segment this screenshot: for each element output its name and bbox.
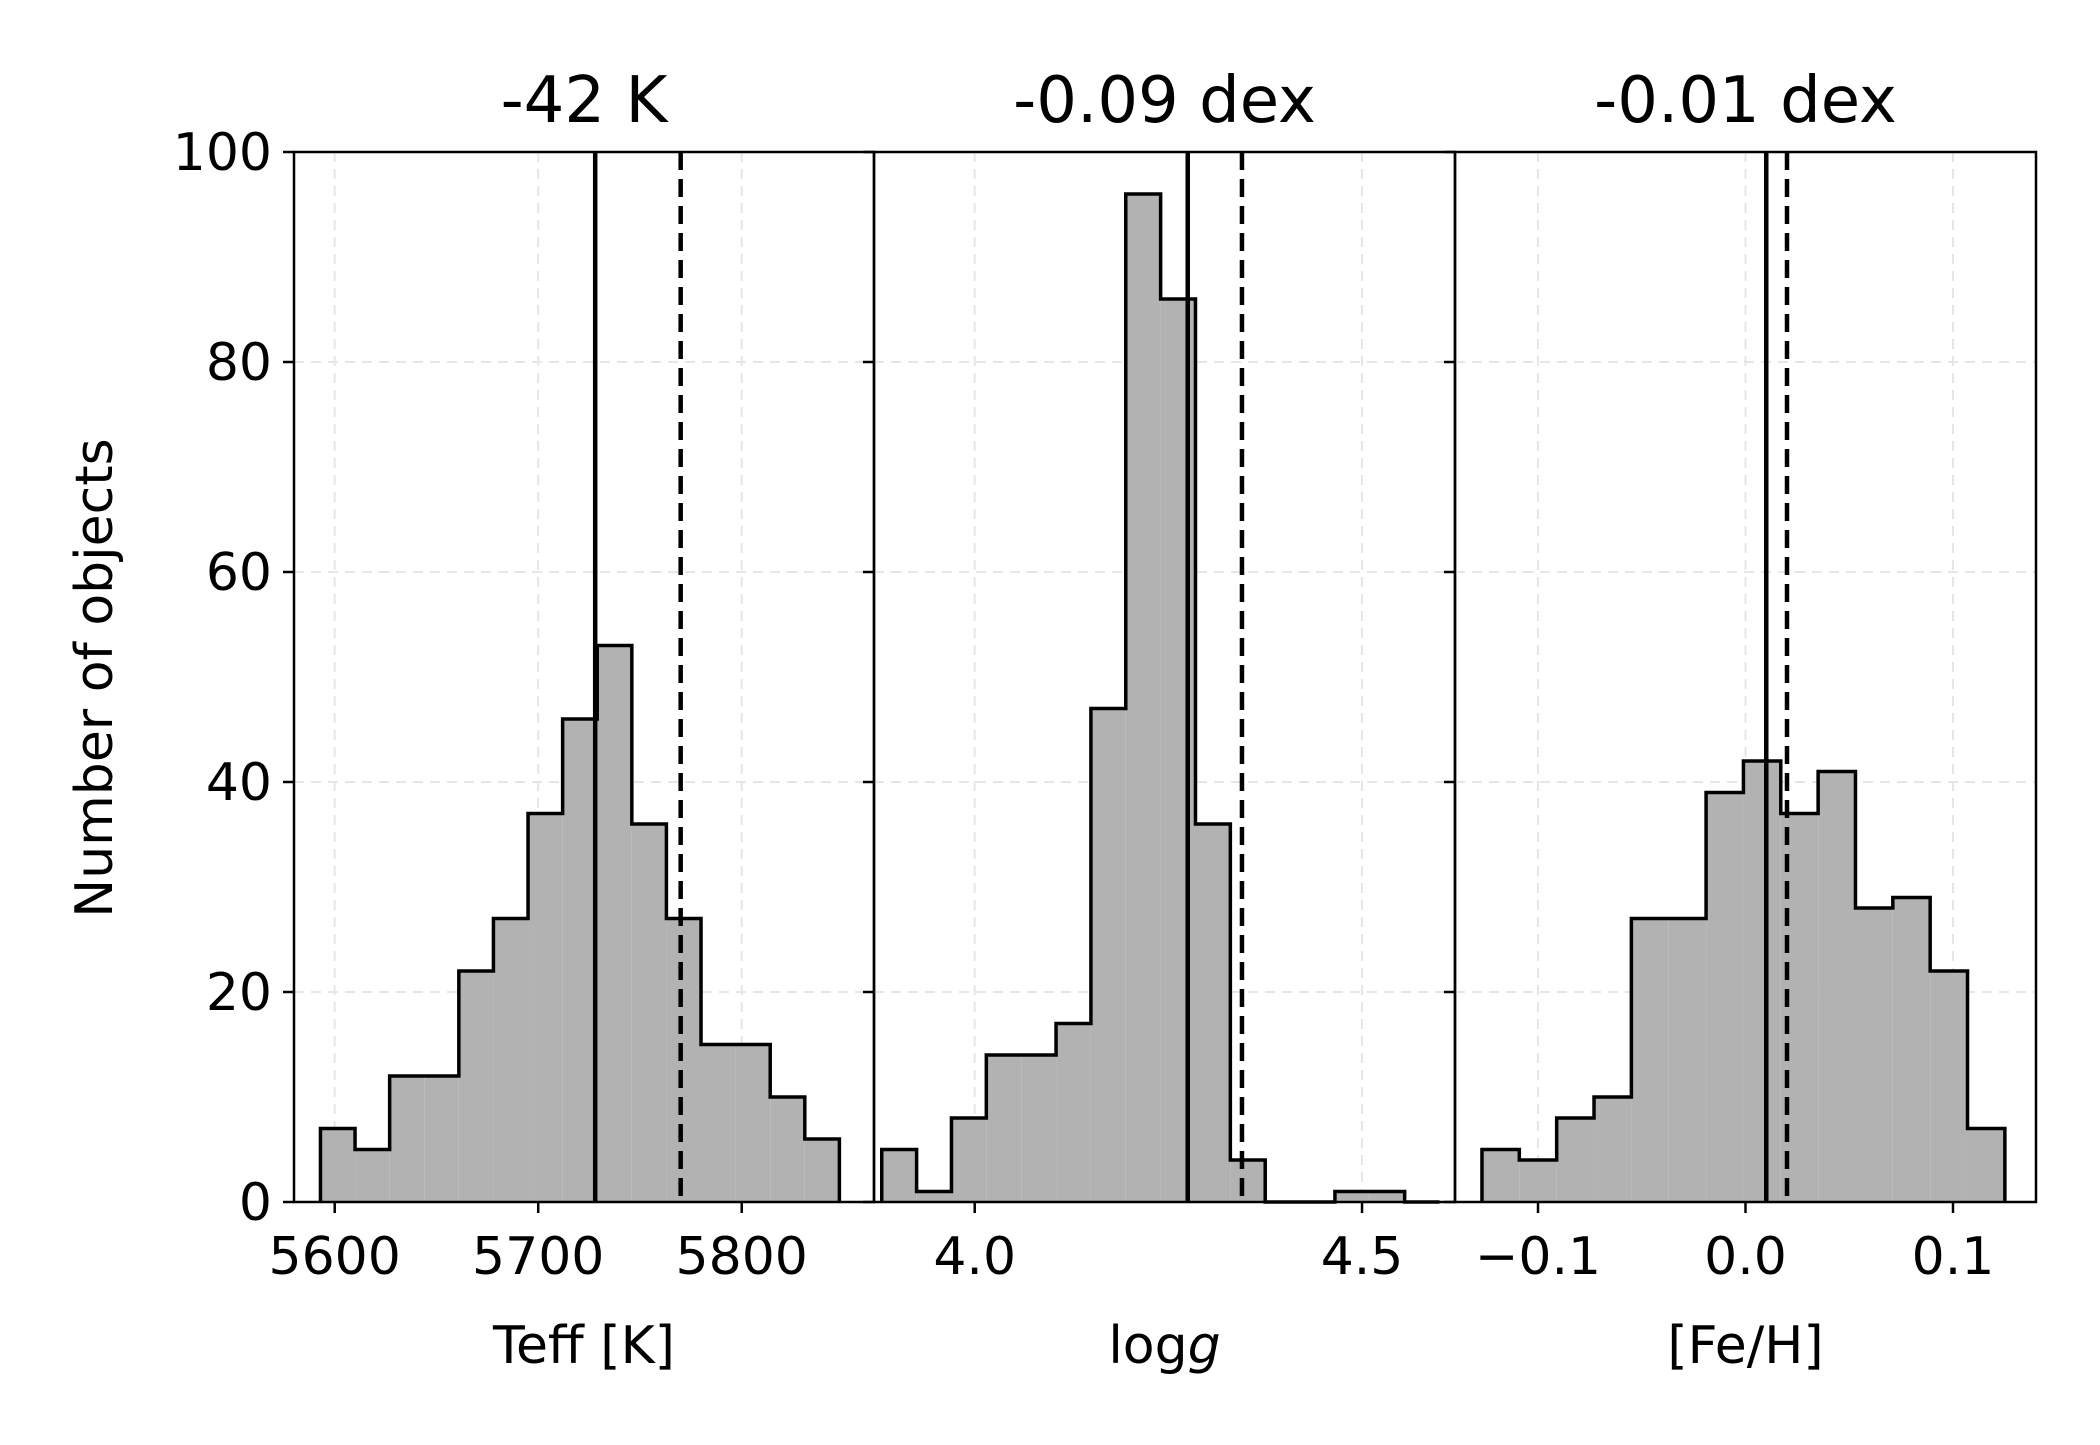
histogram-bar <box>1967 1128 2005 1202</box>
x-axis-label: logg <box>1108 1316 1220 1376</box>
histogram-bar <box>1556 1118 1595 1202</box>
y-tick-label: 20 <box>206 963 272 1023</box>
histogram-bar <box>804 1139 840 1202</box>
histogram-bar <box>951 1118 987 1202</box>
histogram-bar <box>1369 1191 1405 1202</box>
histogram-bar <box>770 1097 805 1202</box>
panel-title: -0.09 dex <box>1013 64 1316 138</box>
x-tick-label: 5600 <box>269 1227 401 1287</box>
histogram-outline <box>318 643 842 1202</box>
x-axis-label: Teff [K] <box>492 1316 675 1376</box>
histogram-bar <box>1855 908 1893 1202</box>
x-tick-label: 5800 <box>676 1227 808 1287</box>
histogram-bar <box>1668 918 1707 1202</box>
y-tick-label: 60 <box>206 543 272 603</box>
histogram-bar <box>458 971 494 1202</box>
panel-3: −0.1 0.0 0.1 [Fe/H] -0.01 dex <box>1444 64 2038 1376</box>
histogram-bar <box>1481 1149 1520 1202</box>
y-tick-label: 0 <box>239 1173 272 1233</box>
histogram-bar <box>1125 194 1161 1202</box>
x-tick-label: 5700 <box>472 1227 604 1287</box>
histogram-bar <box>493 918 529 1202</box>
histogram-bar <box>1160 299 1196 1202</box>
histogram-bar <box>562 719 598 1202</box>
y-tick-label: 40 <box>206 753 272 813</box>
histogram-bar <box>1090 708 1126 1202</box>
y-axis-label: Number of objects <box>65 438 125 917</box>
histogram-bar <box>916 1191 952 1202</box>
histogram-bar <box>666 918 702 1202</box>
histogram-bar <box>320 1128 356 1202</box>
y-tick-label: 80 <box>206 333 272 393</box>
histogram-bar <box>389 1076 425 1202</box>
histogram-bar <box>1195 824 1231 1202</box>
histogram-bar <box>1631 918 1669 1202</box>
y-tick-label: 100 <box>173 123 272 183</box>
histogram-bar <box>1706 792 1744 1202</box>
histogram-bar <box>1230 1160 1266 1202</box>
histogram-bar <box>1743 761 1781 1202</box>
x-tick-label: 0.0 <box>1704 1227 1787 1287</box>
histogram-bar <box>881 1149 917 1202</box>
x-tick-label: −0.1 <box>1475 1227 1601 1287</box>
panel-2: 4.0 4.5 logg -0.09 dex <box>863 64 1457 1376</box>
panel-title: -0.01 dex <box>1594 64 1897 138</box>
histogram-bar <box>1519 1160 1557 1202</box>
histogram-bar <box>1818 771 1856 1202</box>
x-tick-label: 4.5 <box>1321 1227 1404 1287</box>
histogram-outline <box>1480 759 2007 1202</box>
histogram-bar <box>1892 897 1931 1202</box>
histogram-bar <box>597 645 632 1202</box>
histogram-bar <box>1056 1023 1091 1202</box>
histogram-bar <box>631 824 667 1202</box>
histogram-bar <box>701 1044 736 1202</box>
histogram-bar <box>1930 971 1968 1202</box>
histogram-bar <box>355 1149 390 1202</box>
panel-title: -42 K <box>501 64 670 138</box>
histogram-outline <box>879 192 1440 1204</box>
histogram-bar <box>1021 1055 1057 1202</box>
histogram-bar <box>986 1055 1022 1202</box>
histogram-bar <box>1334 1191 1370 1202</box>
histogram-bar <box>424 1076 459 1202</box>
histogram-bar <box>528 813 563 1202</box>
x-tick-label: 4.0 <box>933 1227 1016 1287</box>
histogram-bar <box>1594 1097 1632 1202</box>
x-tick-label: 0.1 <box>1912 1227 1995 1287</box>
histogram-bar <box>735 1044 771 1202</box>
x-axis-label: [Fe/H] <box>1667 1316 1823 1376</box>
